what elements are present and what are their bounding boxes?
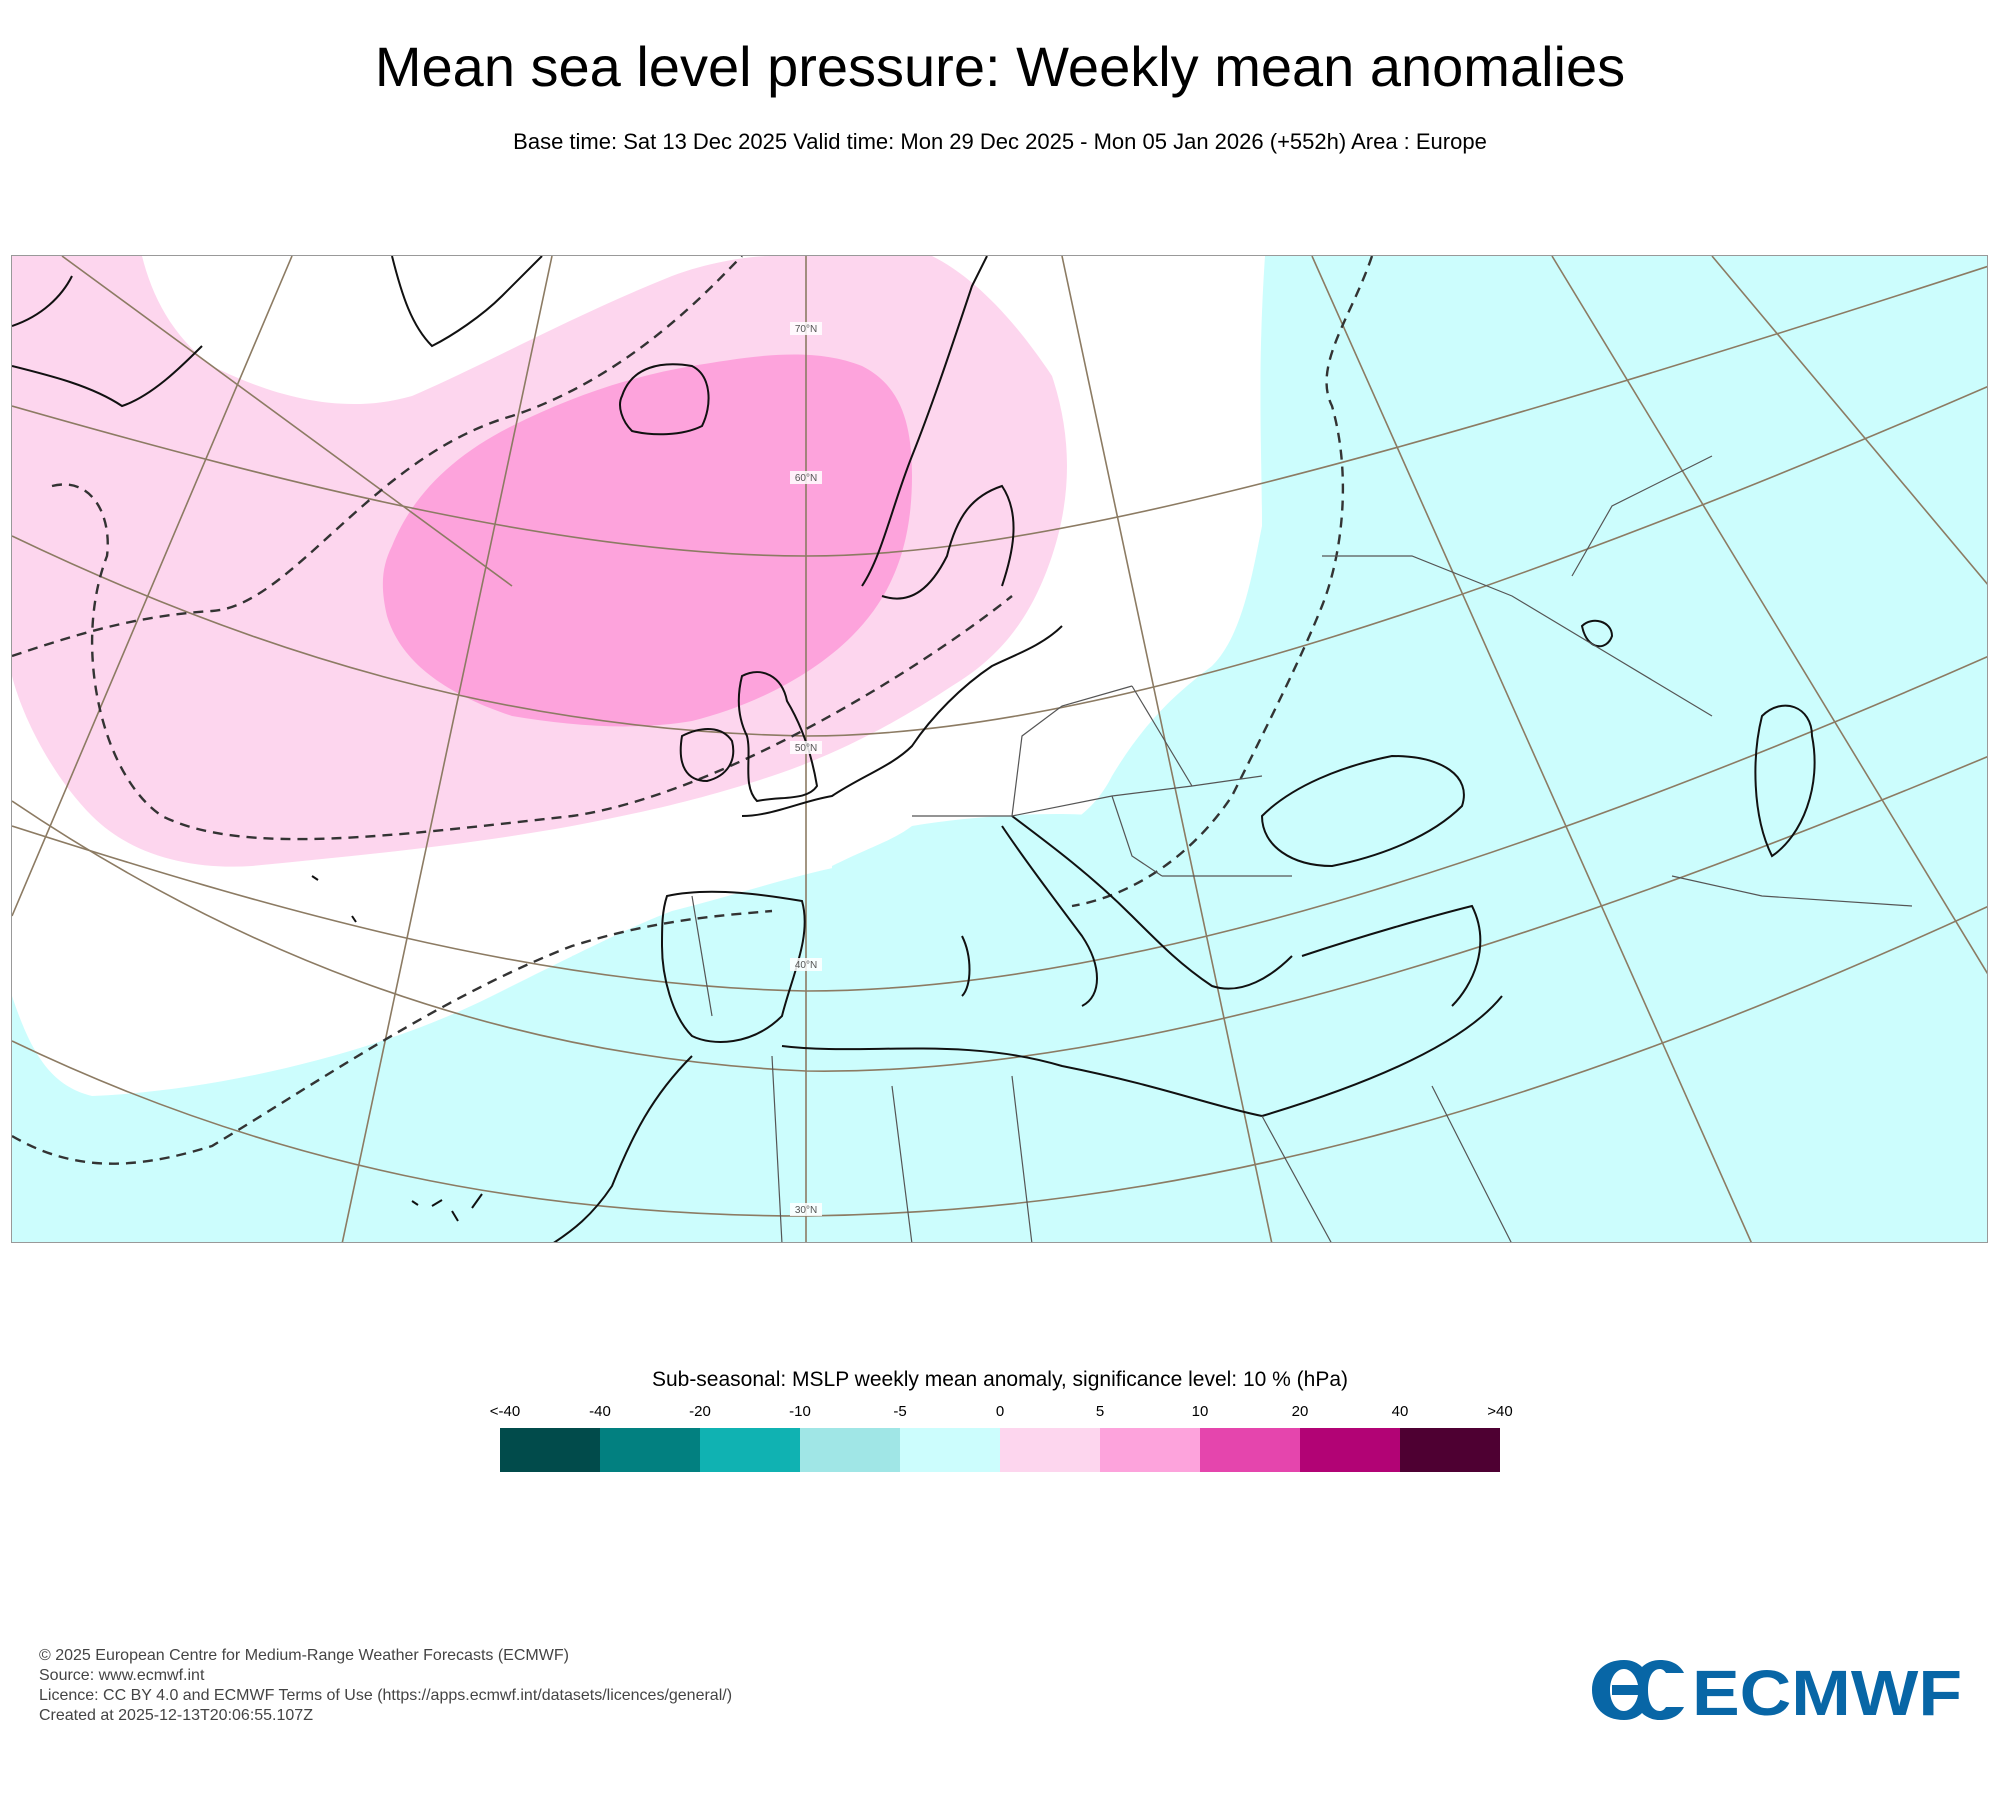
legend-tick: 20 xyxy=(1291,1403,1309,1420)
footer-copyright: © 2025 European Centre for Medium-Range … xyxy=(39,1647,569,1664)
parallel-50n xyxy=(12,656,1987,992)
fill-positive-medium xyxy=(382,354,913,727)
ecmwf-logo-mark-icon xyxy=(1592,1660,1684,1720)
coast-europe-west xyxy=(741,625,1063,817)
dashed-contour-south xyxy=(12,909,773,1165)
footer-created: Created at 2025-12-13T20:06:55.107Z xyxy=(39,1707,313,1724)
parallel-70n xyxy=(12,265,1987,557)
legend-tick: 0 xyxy=(995,1403,1005,1420)
legend-tick: -10 xyxy=(789,1403,811,1420)
coast-turkey-med xyxy=(1301,904,1482,1007)
coast-scandinavia xyxy=(861,256,1015,600)
coast-balkans xyxy=(1011,815,1293,990)
coast-azores xyxy=(311,875,357,923)
map-panel: 70°N 60°N 50°N 40°N 30°N xyxy=(11,255,1988,1243)
meridian-30w xyxy=(61,256,513,587)
legend-color-box xyxy=(700,1428,800,1472)
legend-title: Sub-seasonal: MSLP weekly mean anomaly, … xyxy=(651,1368,1349,1391)
fill-negative-southwest xyxy=(12,856,882,1242)
legend-color-box xyxy=(600,1428,700,1472)
parallel-40n xyxy=(12,755,1987,1072)
lat-label-50n: 50°N xyxy=(795,743,817,754)
footer-credits: © 2025 European Centre for Medium-Range … xyxy=(39,1646,732,1726)
legend-tick: 10 xyxy=(1191,1403,1209,1420)
parallel-60n xyxy=(12,385,1987,737)
lat-label-60n: 60°N xyxy=(795,473,817,484)
legend-color-box xyxy=(1200,1428,1300,1472)
footer-source: Source: www.ecmwf.int xyxy=(39,1667,205,1684)
latitude-labels: 70°N 60°N 50°N 40°N 30°N xyxy=(790,322,822,1216)
coast-canada xyxy=(12,275,203,408)
legend-tick: 5 xyxy=(1095,1403,1105,1420)
legend-color-box xyxy=(1000,1428,1100,1472)
ecmwf-logo: ECMWF xyxy=(1590,1655,1965,1729)
legend-color-box xyxy=(800,1428,900,1472)
coast-italy xyxy=(961,825,1098,1007)
footer-licence: Licence: CC BY 4.0 and ECMWF Terms of Us… xyxy=(39,1687,733,1704)
legend-tick: -40 xyxy=(589,1403,611,1420)
coast-iberia xyxy=(660,890,806,1043)
lat-label-40n: 40°N xyxy=(795,960,817,971)
ecmwf-logo-text: ECMWF xyxy=(1692,1657,1962,1725)
lat-label-70n: 70°N xyxy=(795,324,817,335)
meridian-20w xyxy=(12,256,293,917)
legend-color-box xyxy=(1100,1428,1200,1472)
meridian-30e xyxy=(1551,256,1987,975)
coast-africa xyxy=(553,995,1503,1242)
map-canvas: 70°N 60°N 50°N 40°N 30°N xyxy=(12,256,1987,1242)
coast-ireland xyxy=(679,728,735,783)
coast-greenland xyxy=(391,256,543,348)
legend-tick: >40 xyxy=(1487,1403,1513,1420)
dashed-contour-northwest xyxy=(51,483,1013,841)
legend-tick: <-40 xyxy=(489,1403,521,1420)
coast-iceland xyxy=(619,363,710,436)
coast-britain xyxy=(737,671,819,803)
lat-label-30n: 30°N xyxy=(795,1205,817,1216)
legend-color-box xyxy=(900,1428,1000,1472)
coast-caspian xyxy=(1754,704,1816,858)
coast-black-sea xyxy=(1260,754,1465,868)
parallel-30n xyxy=(12,906,1987,1217)
meridian-40e xyxy=(1711,256,1987,585)
legend-ticks: <-40 -40 -20 -10 -5 0 5 10 20 40 >40 xyxy=(0,1403,2000,1423)
legend-colorbar xyxy=(500,1428,1500,1472)
coast-canaries xyxy=(411,1193,483,1222)
legend-tick: -20 xyxy=(689,1403,711,1420)
anomaly-fills xyxy=(12,256,1987,1242)
significance-contours xyxy=(12,256,1374,1165)
legend-color-box xyxy=(1300,1428,1400,1472)
meridian-20e xyxy=(1311,256,1752,1242)
legend-color-box xyxy=(1400,1428,1500,1472)
legend-tick: 40 xyxy=(1391,1403,1409,1420)
legend-color-box xyxy=(500,1428,600,1472)
meridian-10e xyxy=(1061,256,1273,1242)
coast-aral xyxy=(1580,619,1614,648)
legend-tick: -5 xyxy=(893,1403,907,1420)
chart-title: Mean sea level pressure: Weekly mean ano… xyxy=(374,35,1626,98)
border-lines xyxy=(691,455,1913,1242)
fill-negative-med xyxy=(832,814,1112,1242)
borders xyxy=(691,455,1913,1242)
meridian-10w xyxy=(341,256,553,1242)
dashed-contour-east xyxy=(1071,256,1374,908)
coastlines xyxy=(12,256,1816,1242)
chart-subtitle: Base time: Sat 13 Dec 2025 Valid time: M… xyxy=(513,129,1487,154)
